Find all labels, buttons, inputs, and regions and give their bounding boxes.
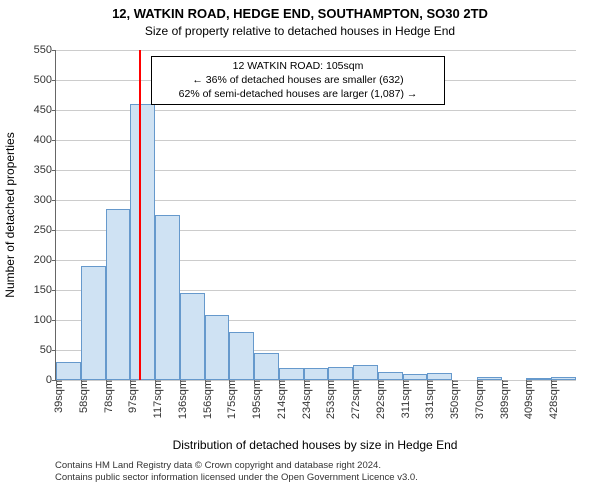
xtick-label: 156sqm xyxy=(196,380,214,419)
xtick-mark xyxy=(452,380,453,384)
plot-area: 05010015020025030035040045050055039sqm58… xyxy=(55,50,576,381)
xtick-mark xyxy=(427,380,428,384)
xtick-mark xyxy=(56,380,57,384)
ytick-mark xyxy=(52,80,56,81)
histogram-bar xyxy=(130,104,155,380)
footnote-line1: Contains HM Land Registry data © Crown c… xyxy=(55,460,418,472)
x-axis-label: Distribution of detached houses by size … xyxy=(55,438,575,452)
xtick-label: 195sqm xyxy=(245,380,263,419)
ytick-mark xyxy=(52,110,56,111)
histogram-bar xyxy=(304,368,329,380)
xtick-label: 78sqm xyxy=(97,380,115,413)
xtick-label: 39sqm xyxy=(47,380,65,413)
xtick-label: 272sqm xyxy=(344,380,362,419)
annotation-line: 12 WATKIN ROAD: 105sqm xyxy=(158,59,438,73)
histogram-bar xyxy=(180,293,205,380)
title-line2: Size of property relative to detached ho… xyxy=(145,24,455,38)
xtick-mark xyxy=(180,380,181,384)
xtick-mark xyxy=(81,380,82,384)
footnote-line2: Contains public sector information licen… xyxy=(55,472,418,484)
ytick-mark xyxy=(52,260,56,261)
histogram-bar xyxy=(378,372,403,380)
histogram-bar xyxy=(427,373,452,380)
xtick-mark xyxy=(279,380,280,384)
histogram-bar xyxy=(56,362,81,380)
xtick-label: 214sqm xyxy=(270,380,288,419)
ytick-mark xyxy=(52,140,56,141)
xtick-mark xyxy=(526,380,527,384)
footnote: Contains HM Land Registry data © Crown c… xyxy=(55,460,418,484)
histogram-bar xyxy=(254,353,279,380)
xtick-label: 428sqm xyxy=(542,380,560,419)
xtick-label: 234sqm xyxy=(295,380,313,419)
annotation-line: ← 36% of detached houses are smaller (63… xyxy=(158,73,438,87)
histogram-bar xyxy=(328,367,353,380)
chart-title: 12, WATKIN ROAD, HEDGE END, SOUTHAMPTON,… xyxy=(0,6,600,21)
ytick-mark xyxy=(52,320,56,321)
histogram-bar xyxy=(106,209,131,380)
xtick-label: 350sqm xyxy=(443,380,461,419)
xtick-label: 409sqm xyxy=(517,380,535,419)
ytick-mark xyxy=(52,230,56,231)
xtick-mark xyxy=(502,380,503,384)
xtick-mark xyxy=(477,380,478,384)
xtick-label: 389sqm xyxy=(493,380,511,419)
xtick-mark xyxy=(205,380,206,384)
xtick-mark xyxy=(353,380,354,384)
histogram-bar xyxy=(81,266,106,380)
histogram-bar xyxy=(229,332,254,380)
chart-subtitle: Size of property relative to detached ho… xyxy=(0,24,600,38)
title-line1: 12, WATKIN ROAD, HEDGE END, SOUTHAMPTON,… xyxy=(112,6,488,21)
xtick-label: 370sqm xyxy=(468,380,486,419)
xtick-mark xyxy=(551,380,552,384)
annotation-box: 12 WATKIN ROAD: 105sqm← 36% of detached … xyxy=(151,56,445,105)
xtick-label: 97sqm xyxy=(121,380,139,413)
ytick-mark xyxy=(52,350,56,351)
xtick-mark xyxy=(254,380,255,384)
xtick-mark xyxy=(106,380,107,384)
xtick-mark xyxy=(130,380,131,384)
xtick-mark xyxy=(304,380,305,384)
xtick-label: 58sqm xyxy=(72,380,90,413)
xtick-mark xyxy=(403,380,404,384)
xtick-label: 175sqm xyxy=(220,380,238,419)
ytick-mark xyxy=(52,170,56,171)
xtick-mark xyxy=(328,380,329,384)
annotation-line: 62% of semi-detached houses are larger (… xyxy=(158,87,438,101)
xtick-label: 136sqm xyxy=(171,380,189,419)
xtick-label: 117sqm xyxy=(146,380,164,418)
xtick-label: 253sqm xyxy=(319,380,337,419)
ytick-mark xyxy=(52,290,56,291)
ytick-mark xyxy=(52,50,56,51)
xtick-mark xyxy=(229,380,230,384)
gridline xyxy=(56,50,576,51)
xtick-label: 292sqm xyxy=(369,380,387,419)
histogram-bar xyxy=(205,315,230,380)
ytick-mark xyxy=(52,200,56,201)
xtick-label: 331sqm xyxy=(418,380,436,419)
xtick-mark xyxy=(155,380,156,384)
histogram-bar xyxy=(155,215,180,380)
property-marker-line xyxy=(139,50,141,380)
property-size-chart: 12, WATKIN ROAD, HEDGE END, SOUTHAMPTON,… xyxy=(0,0,600,500)
xtick-mark xyxy=(378,380,379,384)
histogram-bar xyxy=(279,368,304,380)
xtick-label: 311sqm xyxy=(394,380,412,418)
y-axis-label: Number of detached properties xyxy=(3,132,17,297)
histogram-bar xyxy=(353,365,378,380)
